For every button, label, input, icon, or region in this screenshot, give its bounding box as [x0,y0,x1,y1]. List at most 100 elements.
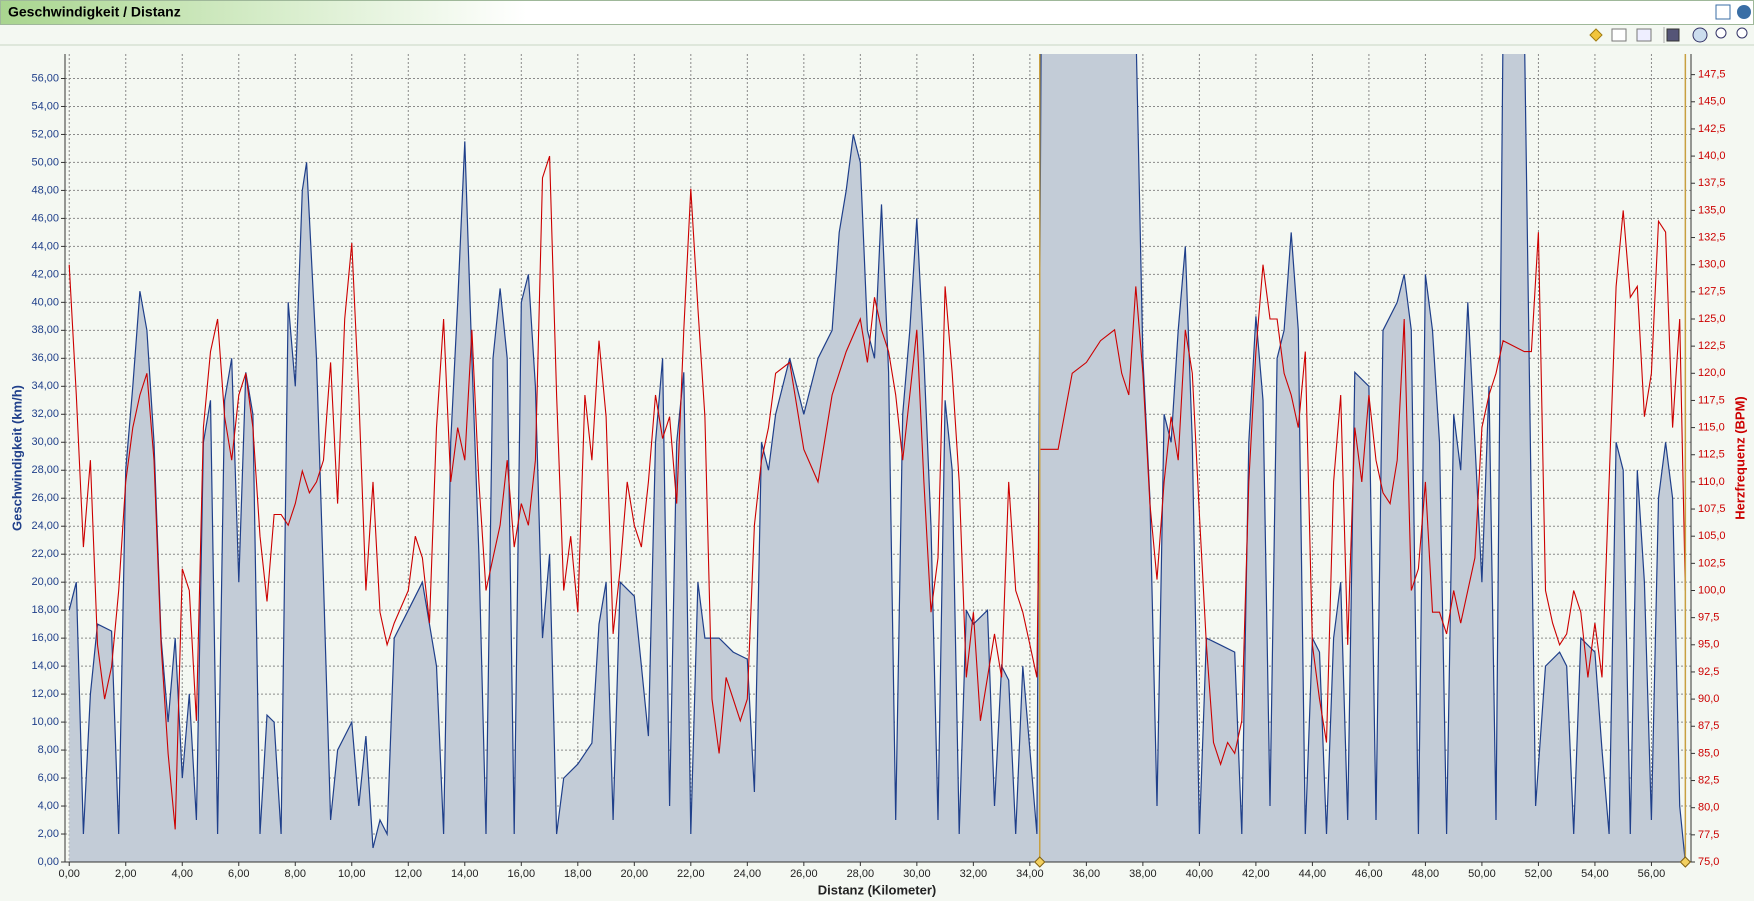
center-tool[interactable] [1692,27,1708,43]
y2-tick-label: 145,0 [1698,96,1726,108]
x-tick-label: 30,00 [903,868,931,880]
y-tick-label: 10,00 [31,716,59,728]
grid-tool[interactable] [1611,28,1627,42]
y2-tick-label: 85,0 [1698,747,1719,759]
y2-tick-label: 80,0 [1698,802,1719,814]
x-tick-label: 42,00 [1242,868,1270,880]
x-tick-label: 34,00 [1016,868,1044,880]
x-tick-label: 54,00 [1581,868,1609,880]
x-tick-label: 0,00 [59,868,80,880]
y2-tick-label: 95,0 [1698,639,1719,651]
y2-tick-label: 127,5 [1698,286,1726,298]
y-tick-label: 40,00 [31,296,59,308]
window-title: Geschwindigkeit / Distanz [8,4,181,20]
y2-tick-label: 75,0 [1698,856,1719,868]
chart-tool[interactable] [1636,28,1652,42]
y-tick-label: 34,00 [31,380,59,392]
x-tick-label: 46,00 [1355,868,1383,880]
y2-tick-label: 100,0 [1698,584,1726,596]
y2-tick-label: 120,0 [1698,367,1726,379]
speed-line [68,54,1686,862]
y2-tick-label: 140,0 [1698,150,1726,162]
data [68,54,1687,862]
y2-axis-label: Herzfrequenz (BPM) [1732,396,1747,520]
marker-handle [1679,856,1692,868]
x-tick-label: 48,00 [1412,868,1440,880]
x-tick-label: 10,00 [338,868,366,880]
y-tick-label: 0,00 [38,856,59,868]
y2-tick-label: 122,5 [1698,340,1726,352]
y-tick-label: 44,00 [31,240,59,252]
x-tick-label: 16,00 [508,868,536,880]
y2-tick-label: 82,5 [1698,774,1719,786]
y-tick-label: 4,00 [38,800,59,812]
layout-button[interactable] [1715,4,1731,20]
x-tick-label: 38,00 [1129,868,1157,880]
y-axis-label: Geschwindigkeit (km/h) [9,385,24,531]
x-tick-label: 40,00 [1186,868,1214,880]
x-tick-label: 20,00 [621,868,649,880]
y-tick-label: 14,00 [31,660,59,672]
zoom-out-tool[interactable] [1736,27,1748,39]
y-tick-label: 24,00 [31,520,59,532]
save-tool[interactable] [1666,28,1680,42]
x-tick-label: 32,00 [960,868,988,880]
y2-tick-label: 117,5 [1698,394,1725,406]
y-tick-label: 54,00 [31,100,59,112]
menu-button[interactable] [1737,5,1751,19]
x-tick-label: 24,00 [734,868,762,880]
y2-tick-label: 87,5 [1698,720,1719,732]
y-tick-label: 42,00 [31,268,59,280]
y-tick-label: 48,00 [31,184,59,196]
x-tick-label: 8,00 [285,868,306,880]
y2-tick-label: 90,0 [1698,693,1719,705]
y2-tick-label: 125,0 [1698,313,1726,325]
y2-tick-label: 147,5 [1698,69,1726,81]
speed-area [69,54,1686,862]
y2-tick-label: 97,5 [1698,612,1719,624]
y-tick-label: 18,00 [31,604,59,616]
y2-tick-label: 77,5 [1698,829,1719,841]
x-tick-label: 12,00 [395,868,423,880]
y-tick-label: 36,00 [31,352,59,364]
x-tick-label: 26,00 [790,868,818,880]
x-tick-label: 4,00 [172,868,193,880]
y2-tick-label: 130,0 [1698,259,1726,271]
y-tick-label: 38,00 [31,324,59,336]
y-tick-label: 26,00 [31,492,59,504]
y-tick-label: 30,00 [31,436,59,448]
x-tick-label: 50,00 [1468,868,1496,880]
x-tick-label: 36,00 [1073,868,1101,880]
x-axis-label: Distanz (Kilometer) [818,882,936,897]
zoom-in-tool[interactable] [1715,27,1727,39]
toolbar [1589,27,1748,43]
y-tick-label: 16,00 [31,632,59,644]
y-tick-label: 20,00 [31,576,59,588]
y2-tick-label: 110,0 [1698,476,1725,488]
marker-tool[interactable] [1589,28,1603,42]
x-tick-label: 52,00 [1525,868,1553,880]
y-tick-label: 52,00 [31,128,59,140]
labels: 0,00 2,00 4,00 6,00 8,00 10,00 12,00 14,00 16,00… [31,69,1725,880]
y2-tick-label: 102,5 [1698,557,1726,569]
y-tick-label: 22,00 [31,548,59,560]
y2-tick-label: 107,5 [1698,503,1726,515]
y2-tick-label: 115,0 [1698,421,1725,433]
y-tick-label: 2,00 [38,828,59,840]
y2-tick-label: 142,5 [1698,123,1726,135]
y2-tick-label: 92,5 [1698,666,1719,678]
x-tick-label: 44,00 [1299,868,1327,880]
x-tick-label: 22,00 [677,868,705,880]
y2-tick-label: 135,0 [1698,204,1726,216]
y-tick-label: 50,00 [31,156,59,168]
x-tick-label: 18,00 [564,868,592,880]
y2-tick-label: 105,0 [1698,530,1726,542]
y-tick-label: 12,00 [31,688,59,700]
y-tick-label: 6,00 [38,772,59,784]
y2-tick-label: 137,5 [1698,177,1726,189]
heart-rate-line [68,155,1686,830]
marker-handle [1034,856,1046,868]
y-tick-label: 32,00 [31,408,59,420]
